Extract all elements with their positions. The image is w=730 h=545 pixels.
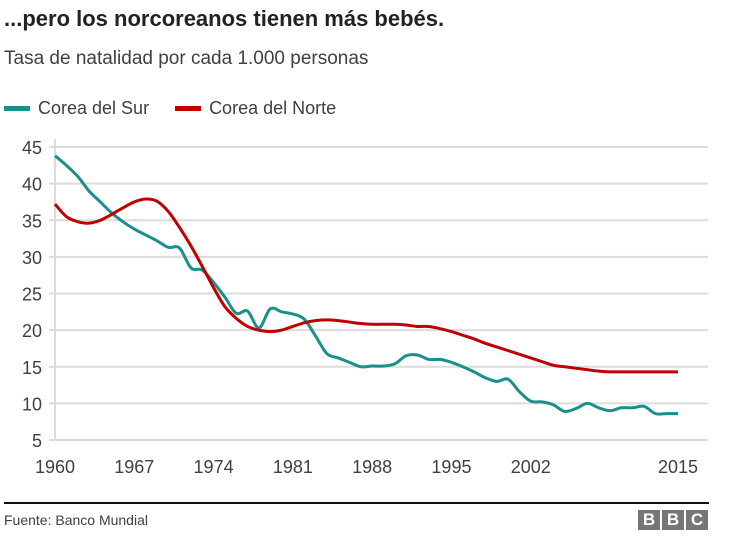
source-note: Fuente: Banco Mundial [4, 512, 148, 528]
y-tick-label: 20 [22, 321, 42, 341]
y-tick-label: 25 [22, 285, 42, 305]
x-tick-label: 2002 [511, 457, 551, 477]
y-tick-label: 15 [22, 358, 42, 378]
footer-divider [4, 502, 709, 504]
y-tick-label: 40 [22, 175, 42, 195]
plot-area: 5 10 15 20 25 30 35 40 45 1960 1967 1974 1981 1988 199… [22, 138, 708, 477]
x-tick-label: 1967 [114, 457, 154, 477]
y-tick-label: 30 [22, 248, 42, 268]
legend-label: Corea del Norte [209, 98, 337, 118]
y-tick-label: 5 [32, 431, 42, 451]
legend-item-south-korea: Corea del Sur [4, 98, 149, 119]
x-tick-label: 1995 [431, 457, 471, 477]
legend: Corea del Sur Corea del Norte [4, 98, 336, 119]
x-tick-label: 1974 [194, 457, 234, 477]
north-korea-line [53, 197, 679, 374]
legend-label: Corea del Sur [38, 98, 150, 118]
y-tick-label: 45 [22, 138, 42, 158]
x-tick-label: 2015 [658, 457, 698, 477]
y-tick-label: 10 [22, 394, 42, 414]
legend-item-north-korea: Corea del Norte [175, 98, 336, 119]
chart-title: ...pero los norcoreanos tienen más bebés… [4, 6, 445, 31]
y-tick-label: 35 [22, 211, 42, 231]
legend-swatch [175, 106, 202, 111]
south-korea-line [54, 154, 678, 416]
legend-swatch [4, 106, 30, 111]
x-tick-label: 1988 [352, 457, 392, 477]
x-tick-label: 1981 [273, 457, 313, 477]
x-tick-label: 1960 [35, 457, 75, 477]
chart-subtitle: Tasa de natalidad por cada 1.000 persona… [4, 48, 369, 69]
